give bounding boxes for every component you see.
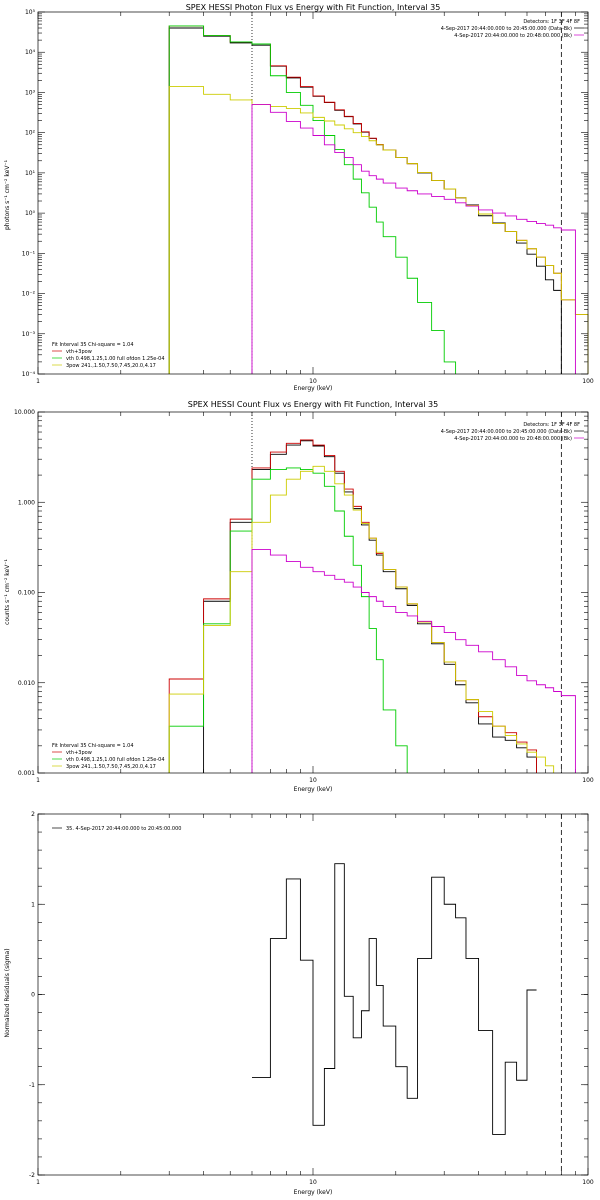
count-flux-panel: SPEX HESSI Count Flux vs Energy with Fit… bbox=[4, 400, 594, 793]
y-tick-label: 1.000 bbox=[18, 499, 35, 506]
series-bk bbox=[251, 104, 576, 374]
y-tick-label: 10² bbox=[25, 130, 36, 137]
x-tick-label: 1 bbox=[36, 1179, 40, 1186]
x-axis-label: Energy (keV) bbox=[294, 1189, 333, 1196]
y-tick-label: 10⁻¹ bbox=[22, 250, 36, 257]
y-tick-label: 0.100 bbox=[18, 590, 35, 597]
x-tick-label: 100 bbox=[582, 1179, 594, 1186]
series-vth bbox=[168, 467, 408, 773]
legend-bottom-left: Fit Interval 35 Chi-square = 1.04 vth+3p… bbox=[52, 342, 165, 369]
legend-entry-vth: vth 0.498,1.25,1.00 full ofdon 1.25e-04 bbox=[66, 356, 165, 362]
legend-entry-vth3pow: vth+3pow bbox=[66, 349, 92, 355]
y-tick-label: 10⁻⁴ bbox=[22, 371, 36, 378]
series-data-bk bbox=[168, 27, 562, 374]
x-tick-label: 100 bbox=[582, 378, 594, 385]
legend-entry-data-bk: 4-Sep-2017 20:44:00.000 to 20:45:00.000 … bbox=[441, 26, 572, 32]
x-tick-label: 1 bbox=[36, 777, 40, 784]
plot-frame bbox=[37, 813, 589, 1176]
y-tick-label: 1 bbox=[31, 901, 35, 908]
y-axis-label: Normalized Residuals (sigma) bbox=[4, 948, 11, 1037]
legend-entry-interval: 35. 4-Sep-2017 20:44:00.000 to 20:45:00.… bbox=[66, 826, 181, 832]
y-axis-label: counts s⁻¹ cm⁻² keV⁻¹ bbox=[4, 559, 11, 625]
legend-entry-bk: 4-Sep-2017 20:44:00.000 to 20:48:00.000 … bbox=[454, 33, 572, 39]
series-vth-3pow bbox=[168, 25, 589, 374]
legend-top-left: 35. 4-Sep-2017 20:44:00.000 to 20:45:00.… bbox=[52, 826, 181, 832]
legend-top-right: Detectors: 1F 3F 4F 8F 4-Sep-2017 20:44:… bbox=[441, 422, 584, 442]
y-tick-label: 10¹ bbox=[25, 170, 36, 177]
legend-entry-bk: 4-Sep-2017 20:44:00.000 to 20:48:00.000 … bbox=[454, 436, 572, 442]
y-tick-label: 10⁴ bbox=[25, 49, 36, 56]
x-tick-label: 10 bbox=[309, 378, 317, 385]
legend-entry-vth: vth 0.498,1.25,1.00 full ofdon 1.25e-04 bbox=[66, 757, 165, 763]
legend-top-right: Detectors: 1F 3F 4F 8F 4-Sep-2017 20:44:… bbox=[441, 19, 584, 39]
y-tick-label: -1 bbox=[29, 1082, 35, 1089]
y-tick-label: 0.001 bbox=[18, 770, 35, 777]
x-tick-label: 100 bbox=[582, 777, 594, 784]
legend-entry-3pow: 3pow 241.,1.50,7.50,7.45,20.0,4.17 bbox=[66, 764, 156, 770]
y-tick-label: 10⁵ bbox=[25, 9, 36, 16]
y-tick-label: 10⁻³ bbox=[22, 331, 36, 338]
legend-detectors: Detectors: 1F 3F 4F 8F bbox=[523, 422, 580, 428]
series-bk bbox=[251, 548, 576, 773]
series-3pow bbox=[168, 465, 555, 773]
plot-frame bbox=[37, 411, 589, 774]
series-data-bk bbox=[203, 440, 537, 773]
legend-entry-vth3pow: vth+3pow bbox=[66, 750, 92, 756]
y-tick-label: 10³ bbox=[25, 89, 36, 96]
series-3pow bbox=[168, 86, 589, 374]
y-axis-label: photons s⁻¹ cm⁻² keV⁻¹ bbox=[4, 159, 11, 230]
series-vth bbox=[168, 25, 457, 374]
x-axis-label: Energy (keV) bbox=[294, 786, 333, 793]
panel-2-title: SPEX HESSI Count Flux vs Energy with Fit… bbox=[188, 400, 439, 409]
series-35 bbox=[251, 863, 537, 1135]
series-vth-3pow bbox=[168, 439, 537, 773]
legend-entry-3pow: 3pow 241.,1.50,7.50,7.45,20.0,4.17 bbox=[66, 363, 156, 369]
plot-frame bbox=[37, 11, 589, 375]
photon-flux-panel: SPEX HESSI Photon Flux vs Energy with Fi… bbox=[4, 3, 594, 392]
legend-bottom-left: Fit Interval 35 Chi-square = 1.04 vth+3p… bbox=[52, 743, 165, 770]
x-tick-label: 10 bbox=[309, 777, 317, 784]
legend-fit-header: Fit Interval 35 Chi-square = 1.04 bbox=[52, 743, 134, 749]
residuals-panel: 1 10 100 -2 -1 0 1 2 Energy (keV) Normalized Re… bbox=[4, 811, 594, 1196]
panel-1-title: SPEX HESSI Photon Flux vs Energy with Fi… bbox=[186, 3, 441, 12]
legend-detectors: Detectors: 1F 3F 4F 8F bbox=[523, 19, 580, 25]
y-tick-label: 2 bbox=[31, 811, 35, 818]
legend-fit-header: Fit Interval 35 Chi-square = 1.04 bbox=[52, 342, 134, 348]
y-tick-label: 10⁰ bbox=[25, 210, 36, 217]
x-axis-label: Energy (keV) bbox=[294, 385, 333, 392]
y-tick-label: -2 bbox=[29, 1172, 35, 1179]
y-tick-label: 10.000 bbox=[14, 409, 35, 416]
legend-entry-data-bk: 4-Sep-2017 20:44:00.000 to 20:45:00.000 … bbox=[441, 429, 572, 435]
y-tick-label: 10⁻² bbox=[22, 291, 36, 298]
x-tick-label: 10 bbox=[309, 1179, 317, 1186]
y-tick-label: 0.010 bbox=[18, 680, 35, 687]
x-tick-label: 1 bbox=[36, 378, 40, 385]
y-tick-label: 0 bbox=[31, 992, 35, 999]
